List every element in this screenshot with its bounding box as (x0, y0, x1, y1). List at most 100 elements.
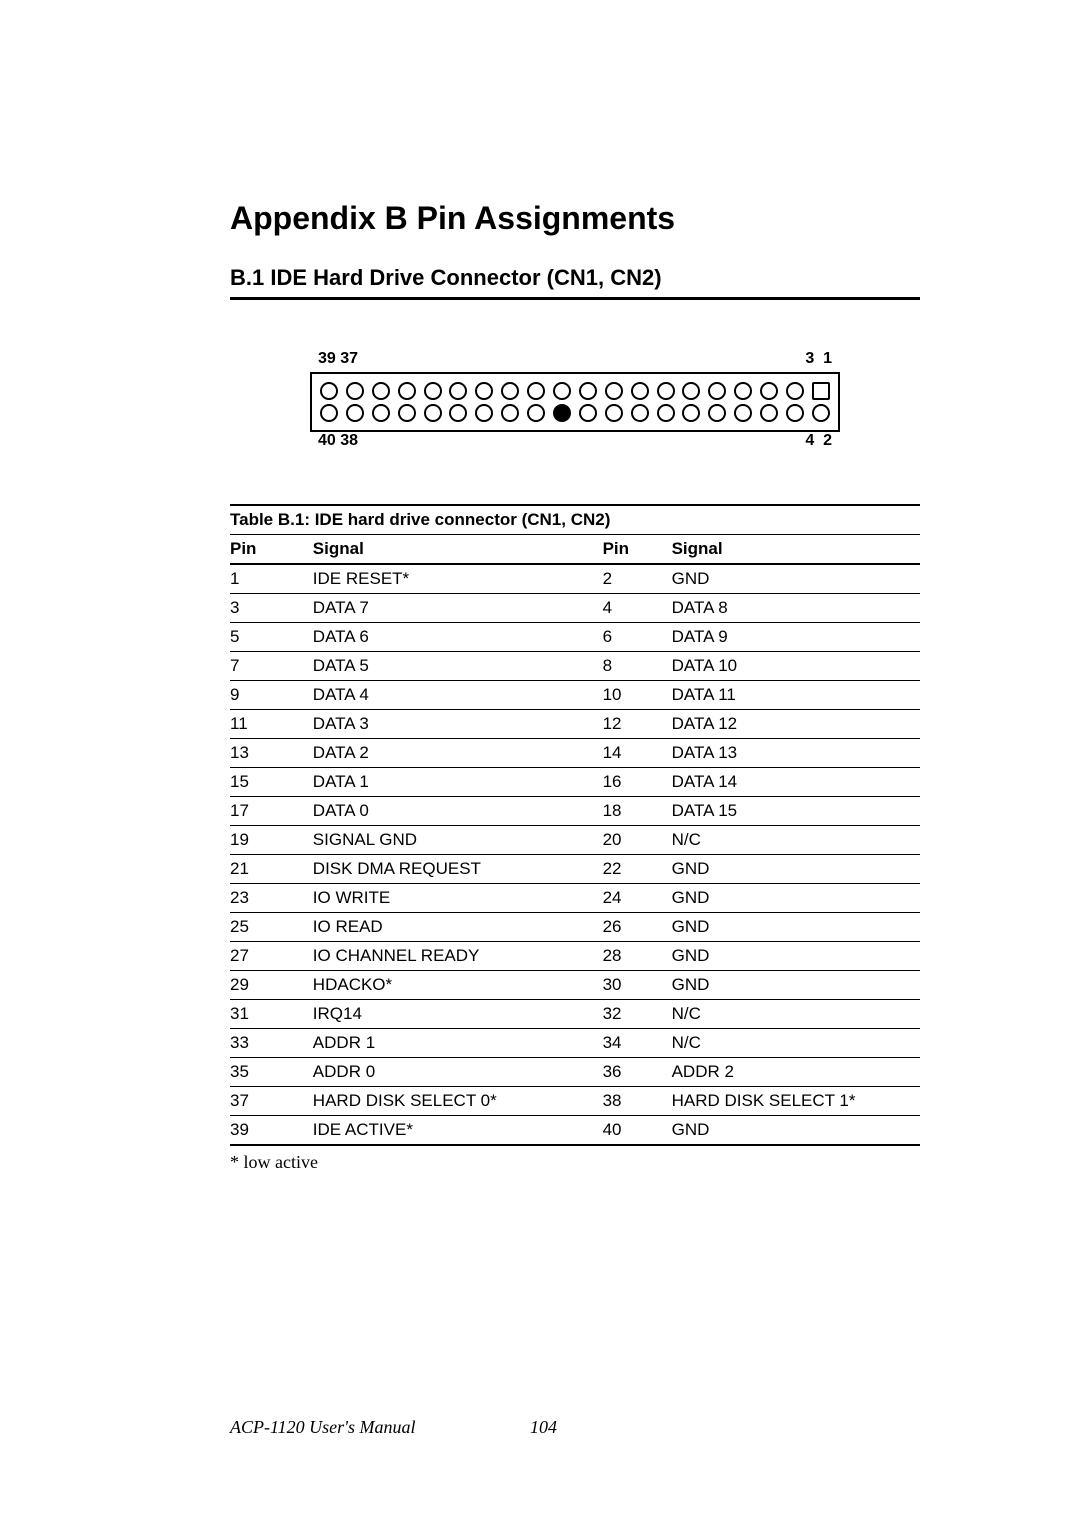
connector-pin (734, 404, 752, 422)
table-cell: 14 (603, 739, 672, 768)
table-cell: GND (672, 884, 920, 913)
connector-pin (527, 382, 545, 400)
table-row: 1IDE RESET*2GND (230, 564, 920, 594)
table-cell: 38 (603, 1087, 672, 1116)
connector-pin (398, 382, 416, 400)
table-cell: DATA 5 (313, 652, 603, 681)
table-cell: 36 (603, 1058, 672, 1087)
table-row: 29HDACKO*30GND (230, 971, 920, 1000)
th-pin-b: Pin (603, 535, 672, 565)
connector-pin (657, 382, 675, 400)
table-cell: 22 (603, 855, 672, 884)
table-row: 27IO CHANNEL READY28GND (230, 942, 920, 971)
table-cell: 24 (603, 884, 672, 913)
table-cell: IO READ (313, 913, 603, 942)
table-cell: N/C (672, 1029, 920, 1058)
connector-pin (553, 382, 571, 400)
table-cell: 16 (603, 768, 672, 797)
table-cell: 32 (603, 1000, 672, 1029)
table-cell: SIGNAL GND (313, 826, 603, 855)
table-cell: ADDR 1 (313, 1029, 603, 1058)
table-cell: 28 (603, 942, 672, 971)
connector-pin (501, 404, 519, 422)
table-cell: HARD DISK SELECT 0* (313, 1087, 603, 1116)
connector-pin (527, 404, 545, 422)
table-row: 13DATA 214DATA 13 (230, 739, 920, 768)
connector-pin (449, 404, 467, 422)
table-row: 25IO READ26GND (230, 913, 920, 942)
connector-pin (657, 404, 675, 422)
table-cell: HDACKO* (313, 971, 603, 1000)
table-cell: 40 (603, 1116, 672, 1146)
label-bottom-left: 40 38 (318, 432, 358, 450)
table-row: 33ADDR 134N/C (230, 1029, 920, 1058)
table-cell: 20 (603, 826, 672, 855)
connector-pin (424, 382, 442, 400)
table-cell: 13 (230, 739, 313, 768)
table-cell: DATA 9 (672, 623, 920, 652)
connector-pin (760, 404, 778, 422)
table-cell: 19 (230, 826, 313, 855)
table-cell: IO CHANNEL READY (313, 942, 603, 971)
table-cell: 11 (230, 710, 313, 739)
section-header: B.1 IDE Hard Drive Connector (CN1, CN2) (230, 265, 920, 300)
table-row: 11DATA 312DATA 12 (230, 710, 920, 739)
table-row: 21DISK DMA REQUEST22GND (230, 855, 920, 884)
table-cell: 31 (230, 1000, 313, 1029)
table-cell: DATA 4 (313, 681, 603, 710)
table-cell: 12 (603, 710, 672, 739)
connector-pin (734, 382, 752, 400)
connector-pin (424, 404, 442, 422)
table-cell: 35 (230, 1058, 313, 1087)
page-footer: ACP-1120 User's Manual 104 (230, 1417, 557, 1438)
connector-pin (320, 404, 338, 422)
table-cell: 9 (230, 681, 313, 710)
connector-pin (475, 404, 493, 422)
table-row: 37HARD DISK SELECT 0*38HARD DISK SELECT … (230, 1087, 920, 1116)
table-cell: 6 (603, 623, 672, 652)
table-cell: 33 (230, 1029, 313, 1058)
connector-outline (310, 372, 840, 432)
table-cell: 25 (230, 913, 313, 942)
table-cell: GND (672, 913, 920, 942)
table-cell: DATA 10 (672, 652, 920, 681)
table-cell: DATA 15 (672, 797, 920, 826)
connector-pin (605, 382, 623, 400)
table-cell: 8 (603, 652, 672, 681)
table-cell: 26 (603, 913, 672, 942)
table-cell: DATA 8 (672, 594, 920, 623)
table-row: 39IDE ACTIVE*40GND (230, 1116, 920, 1146)
table-header-row: Pin Signal Pin Signal (230, 535, 920, 565)
table-row: 9DATA 410DATA 11 (230, 681, 920, 710)
connector-pin (553, 404, 571, 422)
table-cell: 29 (230, 971, 313, 1000)
label-top-right: 3 1 (805, 350, 832, 368)
connector-pin (346, 404, 364, 422)
connector-diagram: 39 37 3 1 40 38 4 2 (310, 350, 840, 454)
footnote: * low active (230, 1152, 920, 1173)
connector-pin (320, 382, 338, 400)
table-cell: DATA 12 (672, 710, 920, 739)
table-cell: GND (672, 971, 920, 1000)
connector-pin (760, 382, 778, 400)
connector-pin (475, 382, 493, 400)
th-pin-a: Pin (230, 535, 313, 565)
table-title-row: Table B.1: IDE hard drive connector (CN1… (230, 505, 920, 535)
table-cell: IDE ACTIVE* (313, 1116, 603, 1146)
table-cell: GND (672, 1116, 920, 1146)
table-cell: DATA 0 (313, 797, 603, 826)
connector-pin (631, 404, 649, 422)
table-row: 23IO WRITE24GND (230, 884, 920, 913)
connector-pin (708, 382, 726, 400)
connector-pin (812, 382, 830, 400)
table-cell: IRQ14 (313, 1000, 603, 1029)
table-row: 35ADDR 036ADDR 2 (230, 1058, 920, 1087)
footer-page: 104 (530, 1417, 557, 1437)
table-cell: 15 (230, 768, 313, 797)
table-cell: 17 (230, 797, 313, 826)
connector-pin (708, 404, 726, 422)
table-cell: GND (672, 942, 920, 971)
table-cell: 21 (230, 855, 313, 884)
table-row: 31IRQ1432N/C (230, 1000, 920, 1029)
table-cell: 18 (603, 797, 672, 826)
